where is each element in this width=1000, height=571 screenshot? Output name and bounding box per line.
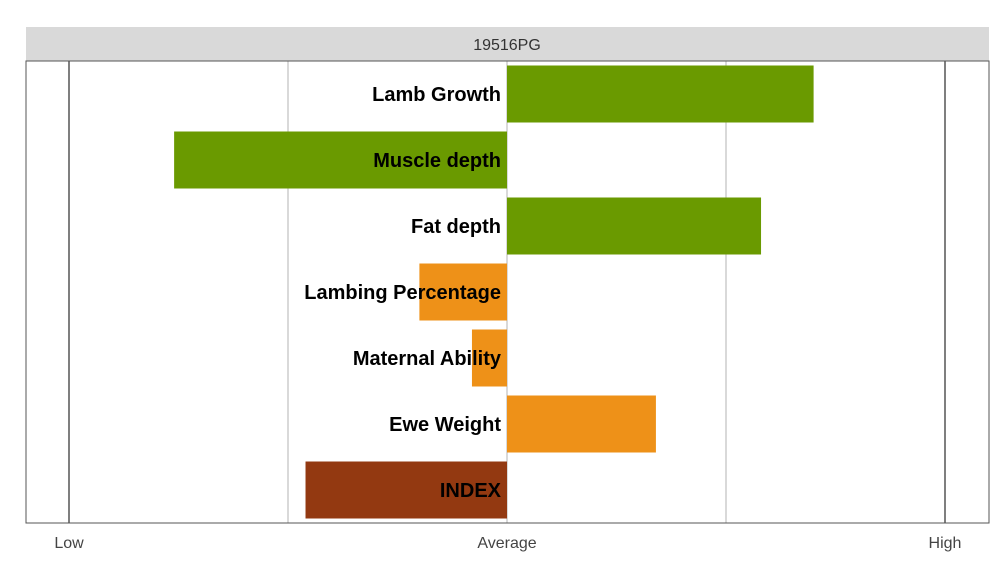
x-tick-label: High <box>929 535 962 552</box>
category-label: Maternal Ability <box>353 348 502 370</box>
plot-area: Lamb Growth Muscle depth Fat depth Lambing … <box>25 60 990 524</box>
chart-title: 19516PG <box>473 37 541 54</box>
plot-border <box>25 60 990 524</box>
category-label: Lambing Percentage <box>304 282 501 304</box>
x-axis-tick-labels: Low Average High <box>54 535 961 552</box>
x-tick-label: Low <box>54 535 84 552</box>
bar <box>471 329 507 387</box>
title-background <box>26 27 989 61</box>
category-label: Ewe Weight <box>389 414 501 436</box>
category-label: INDEX <box>440 480 502 502</box>
bar <box>507 65 814 123</box>
category-label: Muscle depth <box>373 150 501 172</box>
category-labels: Lamb Growth Muscle depth Fat depth Lambing … <box>304 84 502 502</box>
category-label: Lamb Growth <box>372 84 501 106</box>
bar <box>174 131 507 189</box>
bar <box>507 395 656 453</box>
bar <box>507 197 762 255</box>
bars <box>174 65 814 519</box>
category-label: Fat depth <box>411 216 501 238</box>
x-tick-label: Average <box>477 535 536 552</box>
bar <box>419 263 507 321</box>
bar <box>305 461 507 519</box>
chart-title-strip: 19516PG <box>26 27 989 61</box>
